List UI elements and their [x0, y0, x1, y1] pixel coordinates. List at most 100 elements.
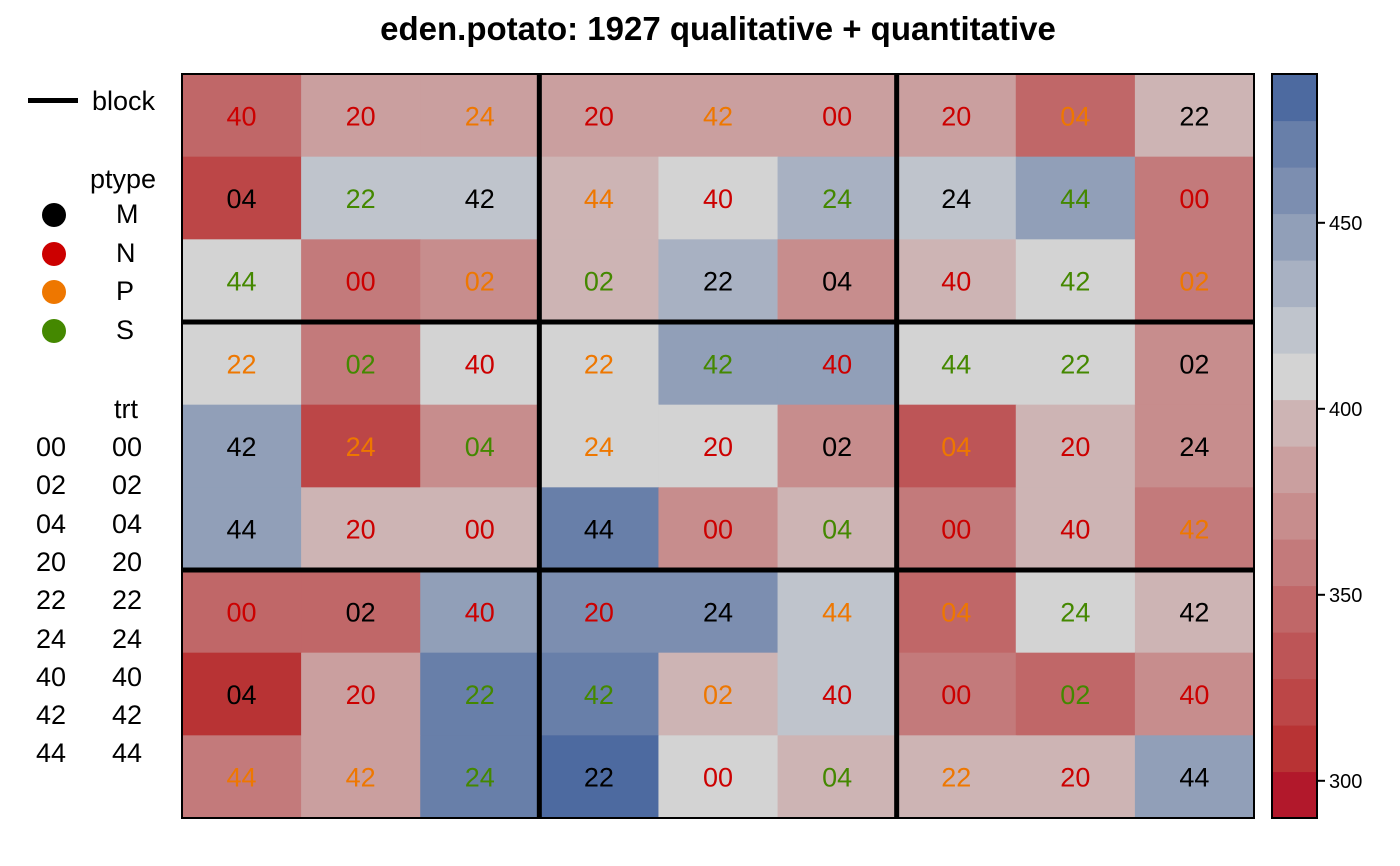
trt-legend-code: 40: [36, 661, 67, 692]
cell-label: 22: [584, 763, 614, 793]
cell-label: 22: [227, 349, 257, 379]
heatmap-cell: [301, 404, 421, 488]
cell-label: 20: [1060, 432, 1090, 462]
heatmap-cell: [1015, 735, 1136, 819]
color-bar-segment: [1272, 74, 1317, 122]
cell-label: 20: [346, 101, 376, 131]
cell-label: 04: [941, 432, 971, 462]
heatmap-cell: [1015, 570, 1136, 654]
heatmap-cell: [301, 74, 421, 158]
heatmap-cell: [1015, 487, 1136, 571]
color-bar-segment: [1272, 492, 1317, 540]
cell-label: 40: [1179, 680, 1209, 710]
heatmap-cell: [896, 735, 1017, 819]
cell-label: 02: [822, 432, 852, 462]
heatmap-cell: [1134, 322, 1255, 406]
cell-label: 40: [465, 349, 495, 379]
heatmap-cell: [658, 156, 779, 240]
heatmap-cell: [420, 404, 540, 488]
heatmap-cell: [896, 239, 1017, 323]
heatmap-cell: [420, 735, 540, 819]
cell-label: 00: [822, 101, 852, 131]
color-bar-segment: [1272, 585, 1317, 633]
heatmap-cell: [420, 239, 540, 323]
heatmap-cell: [301, 239, 421, 323]
heatmap-cell: [1015, 74, 1136, 158]
trt-legend-label: 22: [112, 585, 143, 616]
cell-label: 04: [941, 597, 971, 627]
heatmap-cell: [182, 487, 302, 571]
cell-label: 24: [465, 763, 495, 793]
cell-label: 24: [703, 597, 733, 627]
heatmap-cell: [420, 156, 540, 240]
ptype-legend-label: N: [116, 237, 136, 268]
cell-label: 04: [822, 515, 852, 545]
heatmap-cell: [896, 652, 1017, 736]
heatmap-cells: [182, 74, 1255, 819]
cell-label: 40: [227, 101, 257, 131]
cell-label: 44: [227, 267, 257, 297]
trt-legend-label: 44: [112, 738, 143, 769]
cell-label: 02: [465, 267, 495, 297]
heatmap-cell: [539, 487, 660, 571]
cell-label: 24: [346, 432, 376, 462]
trt-legend-code: 04: [36, 508, 67, 539]
heatmap-cell: [777, 74, 898, 158]
heatmap-cell: [301, 570, 421, 654]
cell-label: 44: [1179, 763, 1209, 793]
cell-label: 42: [346, 763, 376, 793]
trt-legend-code: 42: [36, 700, 67, 731]
cell-label: 24: [584, 432, 614, 462]
heatmap-cell: [658, 404, 779, 488]
cell-label: 00: [941, 680, 971, 710]
cell-label: 24: [941, 184, 971, 214]
trt-legend-code: 44: [36, 738, 67, 769]
cell-label: 22: [1179, 101, 1209, 131]
heatmap-cell: [182, 652, 302, 736]
ptype-legend-title: ptype: [90, 164, 157, 194]
cell-label: 04: [227, 184, 257, 214]
heatmap-cell: [1134, 74, 1255, 158]
cell-label: 44: [584, 515, 614, 545]
heatmap-cell: [896, 74, 1017, 158]
heatmap-cell: [658, 652, 779, 736]
trt-legend-label: 42: [112, 700, 143, 731]
heatmap-cell: [658, 322, 779, 406]
cell-label: 04: [227, 680, 257, 710]
heatmap-cell: [777, 652, 898, 736]
color-bar-segment: [1272, 167, 1317, 215]
ptype-legend-dot: [42, 280, 66, 304]
cell-label: 42: [703, 349, 733, 379]
heatmap-cell: [1015, 239, 1136, 323]
cell-label: 02: [1179, 349, 1209, 379]
heatmap-cell: [539, 735, 660, 819]
trt-legend-label: 24: [112, 623, 143, 654]
cell-label: 20: [1060, 763, 1090, 793]
cell-label: 00: [346, 267, 376, 297]
cell-label: 24: [1179, 432, 1209, 462]
heatmap-cell: [420, 322, 540, 406]
heatmap-cell: [182, 156, 302, 240]
cell-label: 24: [822, 184, 852, 214]
heatmap-cell: [658, 487, 779, 571]
ptype-legend-dot: [42, 203, 66, 227]
cell-label: 20: [941, 101, 971, 131]
cell-label: 24: [465, 101, 495, 131]
cell-label: 04: [1060, 101, 1090, 131]
cell-label: 44: [822, 597, 852, 627]
cell-label: 42: [1179, 597, 1209, 627]
cell-label: 04: [822, 763, 852, 793]
cell-label: 02: [1060, 680, 1090, 710]
cell-label: 20: [584, 597, 614, 627]
cell-label: 20: [346, 680, 376, 710]
ptype-legend-label: S: [116, 314, 135, 345]
trt-legend-code: 00: [36, 432, 67, 462]
cell-label: 20: [703, 432, 733, 462]
cell-label: 42: [227, 432, 257, 462]
cell-label: 40: [822, 349, 852, 379]
heatmap-cell: [1134, 735, 1255, 819]
trt-legend-code: 20: [36, 546, 67, 577]
heatmap-cell: [1134, 239, 1255, 323]
